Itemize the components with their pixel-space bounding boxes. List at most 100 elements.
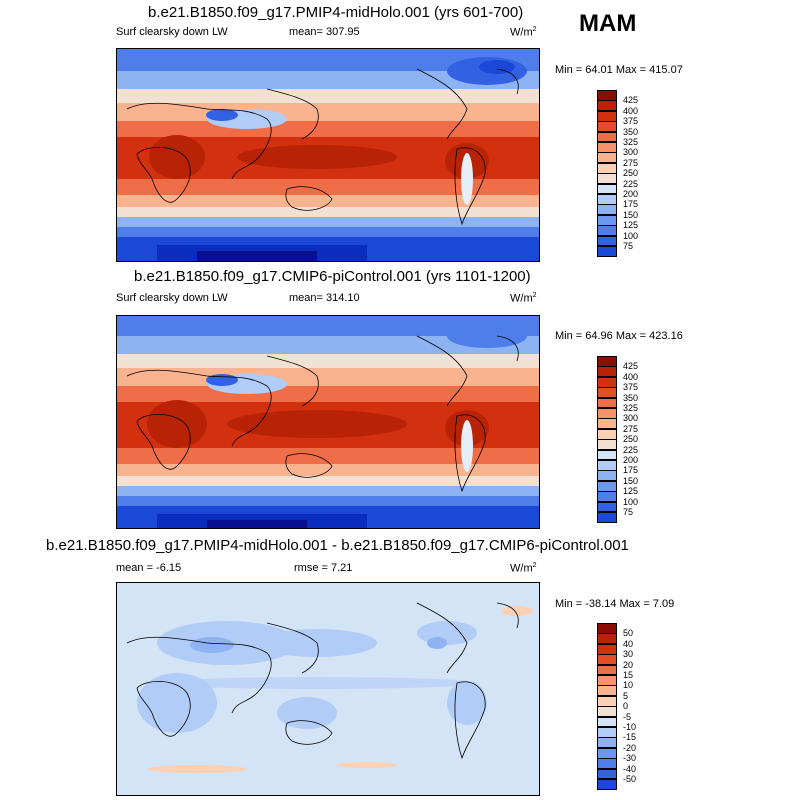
panel-2-units: W/m2 [510, 292, 537, 305]
colorbar-cell [597, 449, 617, 461]
colorbar-tick-label: 5 [623, 690, 629, 701]
colorbar-tick-label: 425 [623, 95, 639, 106]
panel-2-minmax: Min = 64.96 Max = 423.16 [555, 330, 683, 342]
colorbar-tick-label: 30 [623, 649, 634, 660]
colorbar-cell [597, 225, 617, 237]
colorbar-tick-label: 100 [623, 230, 639, 241]
colorbar-tick-label: -30 [623, 753, 637, 764]
panel-1-colorbar: 425 400 375 350 325 300 275 250 225 200 175 150 125 1… [597, 90, 638, 257]
panel-1-field [117, 49, 539, 261]
colorbar-cell [597, 142, 617, 153]
colorbar-cell [597, 695, 617, 707]
colorbar-tick-label: 75 [623, 507, 634, 517]
colorbar-tick-label: 350 [623, 126, 639, 137]
colorbar-tick-label: 150 [623, 209, 639, 220]
colorbar-tick-label: 375 [623, 116, 639, 127]
colorbar-tick-label: -40 [623, 763, 637, 774]
panel-2-mean: mean= 314.10 [289, 292, 360, 304]
colorbar-cell [597, 491, 617, 503]
colorbar-cell [597, 706, 617, 718]
colorbar-tick-label: 250 [623, 434, 639, 445]
panel-2-title: b.e21.B1850.f09_g17.CMIP6-piControl.001 … [134, 268, 531, 285]
colorbar-cell [597, 428, 617, 440]
panel-2-field [117, 316, 539, 528]
colorbar-cell [597, 408, 617, 419]
colorbar-tick-label: 75 [623, 241, 634, 251]
colorbar-tick-label: 275 [623, 423, 639, 434]
colorbar-cell [597, 356, 617, 367]
colorbar-tick-label: -5 [623, 711, 632, 722]
panel-3-title: b.e21.B1850.f09_g17.PMIP4-midHolo.001 - … [46, 537, 629, 554]
colorbar-cell [597, 460, 617, 471]
colorbar-tick-label: 325 [623, 137, 639, 147]
colorbar-tick-label: 40 [623, 638, 634, 649]
panel-1-title: b.e21.B1850.f09_g17.PMIP4-midHolo.001 (y… [148, 4, 524, 21]
colorbar-cell [597, 758, 617, 770]
colorbar-cell [597, 162, 617, 174]
colorbar-cell [597, 737, 617, 749]
colorbar-tick-label: 225 [623, 444, 639, 455]
colorbar-cell [597, 768, 617, 780]
panel-1-minmax: Min = 64.01 Max = 415.07 [555, 64, 683, 76]
colorbar-cell [597, 173, 617, 185]
colorbar-cell [597, 376, 617, 388]
panel-3-units: W/m2 [510, 562, 537, 575]
colorbar-cell [597, 152, 617, 164]
colorbar-tick-label: 300 [623, 413, 639, 424]
colorbar-cell [597, 480, 617, 492]
colorbar-cell [597, 470, 617, 482]
colorbar-tick-label: 225 [623, 178, 639, 189]
colorbar-cell [597, 204, 617, 216]
season-label: MAM [579, 10, 637, 37]
colorbar-cell [597, 235, 617, 247]
colorbar-cell [597, 387, 617, 399]
colorbar-cell [597, 183, 617, 195]
panel-1-variable: Surf clearsky down LW [116, 26, 228, 38]
panel-3-colorbar: 50 40 30 20 15 10 5 0 -5 -10 -15 -20 -30 -40 -50 [597, 623, 636, 790]
colorbar-tick-label: 300 [623, 147, 639, 158]
colorbar-cell [597, 121, 617, 133]
panel-2-colorbar: 425 400 375 350 325 300 275 250 225 200 175 150 125 1… [597, 356, 638, 523]
colorbar-cell [597, 747, 617, 759]
colorbar-cell [597, 214, 617, 226]
colorbar-cell [597, 727, 617, 738]
colorbar-cell [597, 623, 617, 634]
colorbar-tick-label: 250 [623, 168, 639, 179]
colorbar-tick-label: 275 [623, 157, 639, 168]
panel-1-map [116, 48, 540, 262]
panel-3-minmax: Min = -38.14 Max = 7.09 [555, 598, 675, 610]
panel-2-map [116, 315, 540, 529]
colorbar-cell [597, 685, 617, 697]
colorbar-tick-label: 375 [623, 382, 639, 393]
colorbar-cell [597, 366, 617, 378]
colorbar-tick-label: 20 [623, 659, 634, 670]
colorbar-tick-label: 100 [623, 496, 639, 507]
colorbar-tick-label: 150 [623, 475, 639, 486]
colorbar-cell [597, 418, 617, 430]
panel-1-mean: mean= 307.95 [289, 26, 360, 38]
colorbar-tick-label: 425 [623, 361, 639, 372]
colorbar-tick-label: -20 [623, 742, 637, 753]
colorbar-cell [597, 501, 617, 513]
colorbar-tick-label: -50 [623, 774, 637, 784]
colorbar-cell [597, 397, 617, 409]
colorbar-cell [597, 654, 617, 666]
colorbar-cell [597, 131, 617, 143]
colorbar-tick-label: 10 [623, 680, 634, 691]
colorbar-tick-label: 325 [623, 403, 639, 413]
panel-3-field [117, 583, 539, 795]
colorbar-cell [597, 246, 617, 257]
colorbar-tick-label: 0 [623, 701, 629, 712]
colorbar-cell [597, 664, 617, 676]
colorbar-tick-label: 400 [623, 105, 639, 116]
colorbar-tick-label: 200 [623, 189, 639, 199]
colorbar-cell [597, 90, 617, 101]
panel-3-mean: mean = -6.15 [116, 562, 182, 574]
colorbar-cell [597, 643, 617, 655]
colorbar-cell [597, 779, 617, 790]
colorbar-tick-label: 400 [623, 371, 639, 382]
colorbar-cell [597, 439, 617, 451]
colorbar-tick-label: 350 [623, 392, 639, 403]
colorbar-tick-label: 50 [623, 628, 634, 639]
colorbar-tick-label: 175 [623, 199, 639, 210]
